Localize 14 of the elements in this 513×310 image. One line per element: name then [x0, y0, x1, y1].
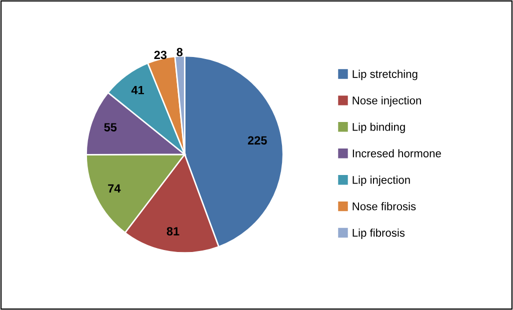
legend-label: Lip fibrosis [352, 228, 405, 239]
legend-label: Nose injection [352, 96, 421, 107]
data-label: 81 [166, 227, 180, 236]
data-label: 55 [104, 123, 117, 132]
legend-label: Nose fibrosis [352, 202, 416, 210]
data-label: 225 [248, 136, 267, 145]
legend-label: Lip binding [352, 122, 405, 134]
data-label: 23 [154, 50, 167, 60]
legend-label: Lip stretching [352, 70, 418, 80]
data-label: 8 [176, 48, 183, 56]
legend-label: Lip injection [352, 176, 410, 186]
data-label: 41 [131, 86, 144, 94]
legend-label: Incresed hormone [352, 149, 441, 158]
data-label: 74 [108, 184, 121, 193]
